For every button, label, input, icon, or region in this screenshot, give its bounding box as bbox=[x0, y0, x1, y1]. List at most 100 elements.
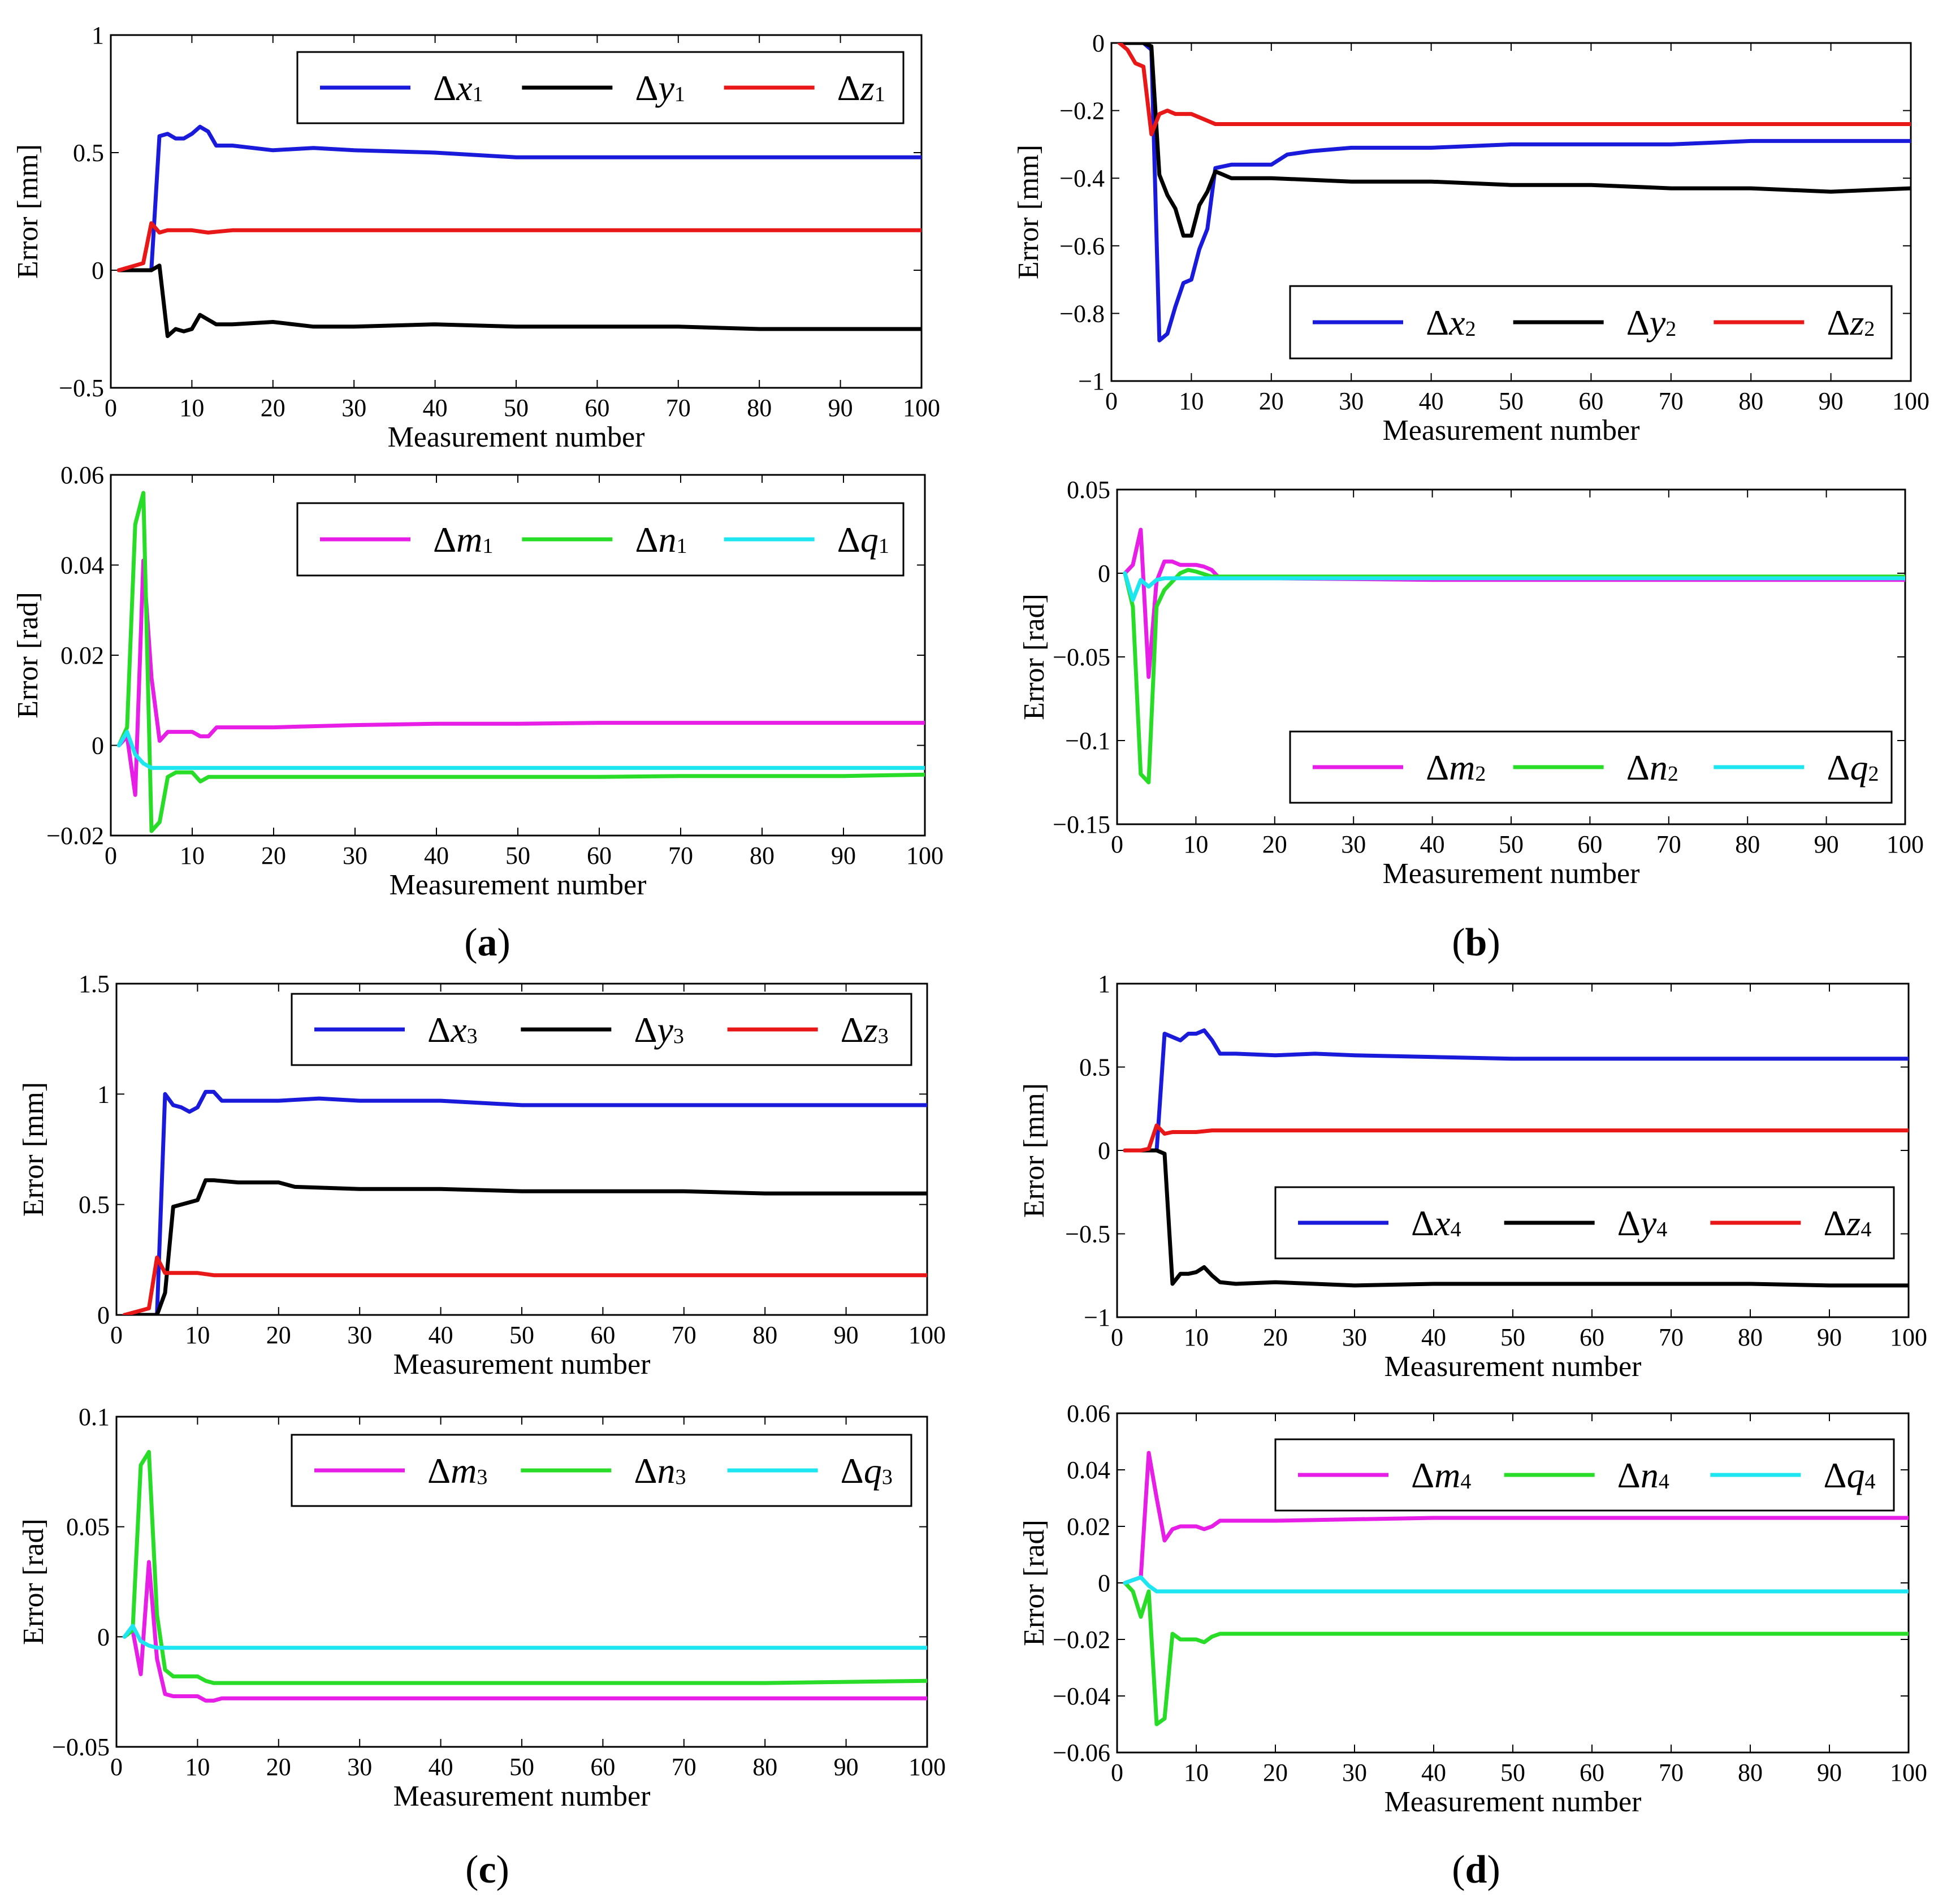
y-tick-label: −0.06 bbox=[1053, 1739, 1110, 1767]
x-tick-label: 50 bbox=[1499, 830, 1524, 858]
y-tick-label: −0.6 bbox=[1059, 232, 1105, 260]
x-tick-label: 10 bbox=[1184, 1759, 1209, 1786]
legend-label-z4: Δz4 bbox=[1823, 1203, 1871, 1243]
y-tick-label: 0.02 bbox=[60, 642, 104, 669]
legend-label-y3: Δy3 bbox=[634, 1010, 684, 1050]
series-line-y2 bbox=[1117, 43, 1911, 238]
legend-label-x2: Δx2 bbox=[1426, 302, 1476, 343]
panel-label-b: (b) bbox=[1452, 921, 1500, 964]
x-tick-label: 90 bbox=[834, 1321, 859, 1349]
x-axis-label: Measurement number bbox=[393, 1348, 651, 1381]
x-tick-label: 50 bbox=[1500, 1323, 1525, 1351]
series-line-z2 bbox=[1117, 43, 1911, 136]
legend: Δm1 Δn1 Δq1 bbox=[296, 502, 905, 577]
x-tick-label: 80 bbox=[747, 394, 772, 422]
x-tick-label: 70 bbox=[1656, 830, 1681, 858]
x-axis-label: Measurement number bbox=[1383, 414, 1640, 447]
chart-b-pos: 0 10 20 30 40 50 60 70 80 90 100 −1 −0.8 −0.6 −0.4 −0.2… bbox=[1013, 29, 1929, 447]
series-line-z1 bbox=[116, 221, 921, 272]
x-tick-label: 60 bbox=[590, 1321, 615, 1349]
legend-label-n4: Δn4 bbox=[1617, 1455, 1669, 1495]
y-tick-label: 0 bbox=[92, 732, 104, 760]
x-tick-label: 40 bbox=[423, 394, 448, 422]
x-tick-label: 20 bbox=[1263, 1323, 1288, 1351]
y-tick-label: 0.5 bbox=[79, 1191, 110, 1219]
legend-label-z3: Δz3 bbox=[841, 1010, 889, 1050]
y-tick-label: 1 bbox=[1098, 970, 1110, 998]
y-axis-label: Error [rad] bbox=[1018, 594, 1050, 720]
y-tick-label: 0 bbox=[1098, 1569, 1110, 1597]
x-tick-label: 20 bbox=[1263, 1759, 1288, 1786]
legend-label-z2: Δz2 bbox=[1827, 302, 1875, 343]
series-line-z4 bbox=[1123, 1123, 1909, 1153]
y-tick-label: −0.05 bbox=[1053, 643, 1110, 671]
x-tick-label: 70 bbox=[1659, 387, 1684, 415]
legend-label-x3: Δx3 bbox=[427, 1010, 478, 1050]
y-tick-label: −0.02 bbox=[46, 822, 104, 850]
series-line-m3 bbox=[122, 1560, 927, 1703]
series-line-q1 bbox=[116, 730, 925, 770]
legend-label-x1: Δx1 bbox=[433, 68, 483, 108]
x-tick-label: 40 bbox=[424, 842, 449, 869]
y-tick-label: −0.05 bbox=[52, 1733, 110, 1761]
x-tick-label: 90 bbox=[1817, 1759, 1842, 1786]
y-axis-label: Error [rad] bbox=[12, 592, 44, 719]
legend-label-q1: Δq1 bbox=[837, 520, 889, 560]
panel-label-c: (c) bbox=[465, 1848, 509, 1892]
legend: Δx2 Δy2 Δz2 bbox=[1289, 285, 1893, 360]
x-tick-label: 10 bbox=[1184, 1323, 1209, 1351]
y-tick-label: −0.8 bbox=[1059, 300, 1105, 327]
x-tick-label: 50 bbox=[1500, 1759, 1525, 1786]
y-tick-label: 0.5 bbox=[73, 139, 104, 167]
y-tick-label: 0 bbox=[1098, 1137, 1110, 1165]
x-tick-label: 10 bbox=[1179, 387, 1204, 415]
y-tick-label: 0.02 bbox=[1067, 1513, 1110, 1540]
series-line-y1 bbox=[116, 263, 921, 338]
y-tick-label: 0 bbox=[92, 257, 104, 284]
chart-a-rot: 0 10 20 30 40 50 60 70 80 90 100−0.0200.020.040.06… bbox=[12, 461, 944, 901]
x-tick-label: 10 bbox=[1183, 830, 1208, 858]
x-tick-label: 50 bbox=[1499, 387, 1524, 415]
x-tick-label: 0 bbox=[1111, 1759, 1123, 1786]
series-line-n1 bbox=[116, 491, 925, 833]
x-tick-label: 0 bbox=[110, 1753, 123, 1781]
x-tick-label: 70 bbox=[672, 1753, 696, 1781]
x-tick-label: 100 bbox=[1892, 387, 1929, 415]
x-tick-label: 10 bbox=[180, 842, 205, 869]
y-tick-label: 1 bbox=[97, 1080, 110, 1108]
y-tick-label: 0.04 bbox=[60, 552, 104, 579]
x-tick-label: 50 bbox=[505, 842, 530, 869]
x-tick-label: 100 bbox=[903, 394, 940, 422]
series-line-n4 bbox=[1123, 1581, 1909, 1726]
x-tick-label: 20 bbox=[261, 394, 285, 422]
legend-label-z1: Δz1 bbox=[837, 68, 885, 108]
y-tick-label: 1.5 bbox=[79, 970, 110, 998]
x-tick-label: 60 bbox=[1580, 1323, 1604, 1351]
x-tick-label: 90 bbox=[831, 842, 856, 869]
x-tick-label: 0 bbox=[1111, 830, 1123, 858]
x-axis-label: Measurement number bbox=[1384, 1786, 1642, 1818]
y-tick-label: −1 bbox=[1084, 1304, 1110, 1331]
y-axis-label: Error [mm] bbox=[12, 144, 44, 279]
x-tick-label: 40 bbox=[1421, 1759, 1446, 1786]
series-group bbox=[122, 1449, 927, 1703]
y-tick-label: −0.4 bbox=[1059, 165, 1105, 192]
y-tick-label: 0.05 bbox=[66, 1513, 110, 1541]
x-tick-label: 90 bbox=[1814, 830, 1839, 858]
series-line-y4 bbox=[1123, 1148, 1909, 1288]
x-tick-label: 60 bbox=[587, 842, 612, 869]
series-group bbox=[1117, 43, 1911, 343]
x-axis-label: Measurement number bbox=[393, 1780, 651, 1812]
chart-d-pos: 0 10 20 30 40 50 60 70 80 90 100 −1 −0.5 0 0.5 1 Measure… bbox=[1018, 970, 1927, 1383]
x-tick-label: 70 bbox=[1659, 1759, 1684, 1786]
series-group bbox=[1123, 1451, 1909, 1726]
x-tick-label: 40 bbox=[429, 1321, 453, 1349]
x-tick-label: 30 bbox=[1341, 830, 1366, 858]
x-tick-label: 0 bbox=[1105, 387, 1118, 415]
x-tick-label: 80 bbox=[1735, 830, 1760, 858]
x-tick-label: 30 bbox=[347, 1321, 372, 1349]
series-line-q2 bbox=[1123, 571, 1905, 602]
legend-label-q4: Δq4 bbox=[1823, 1455, 1875, 1495]
y-tick-label: −0.04 bbox=[1053, 1682, 1110, 1710]
